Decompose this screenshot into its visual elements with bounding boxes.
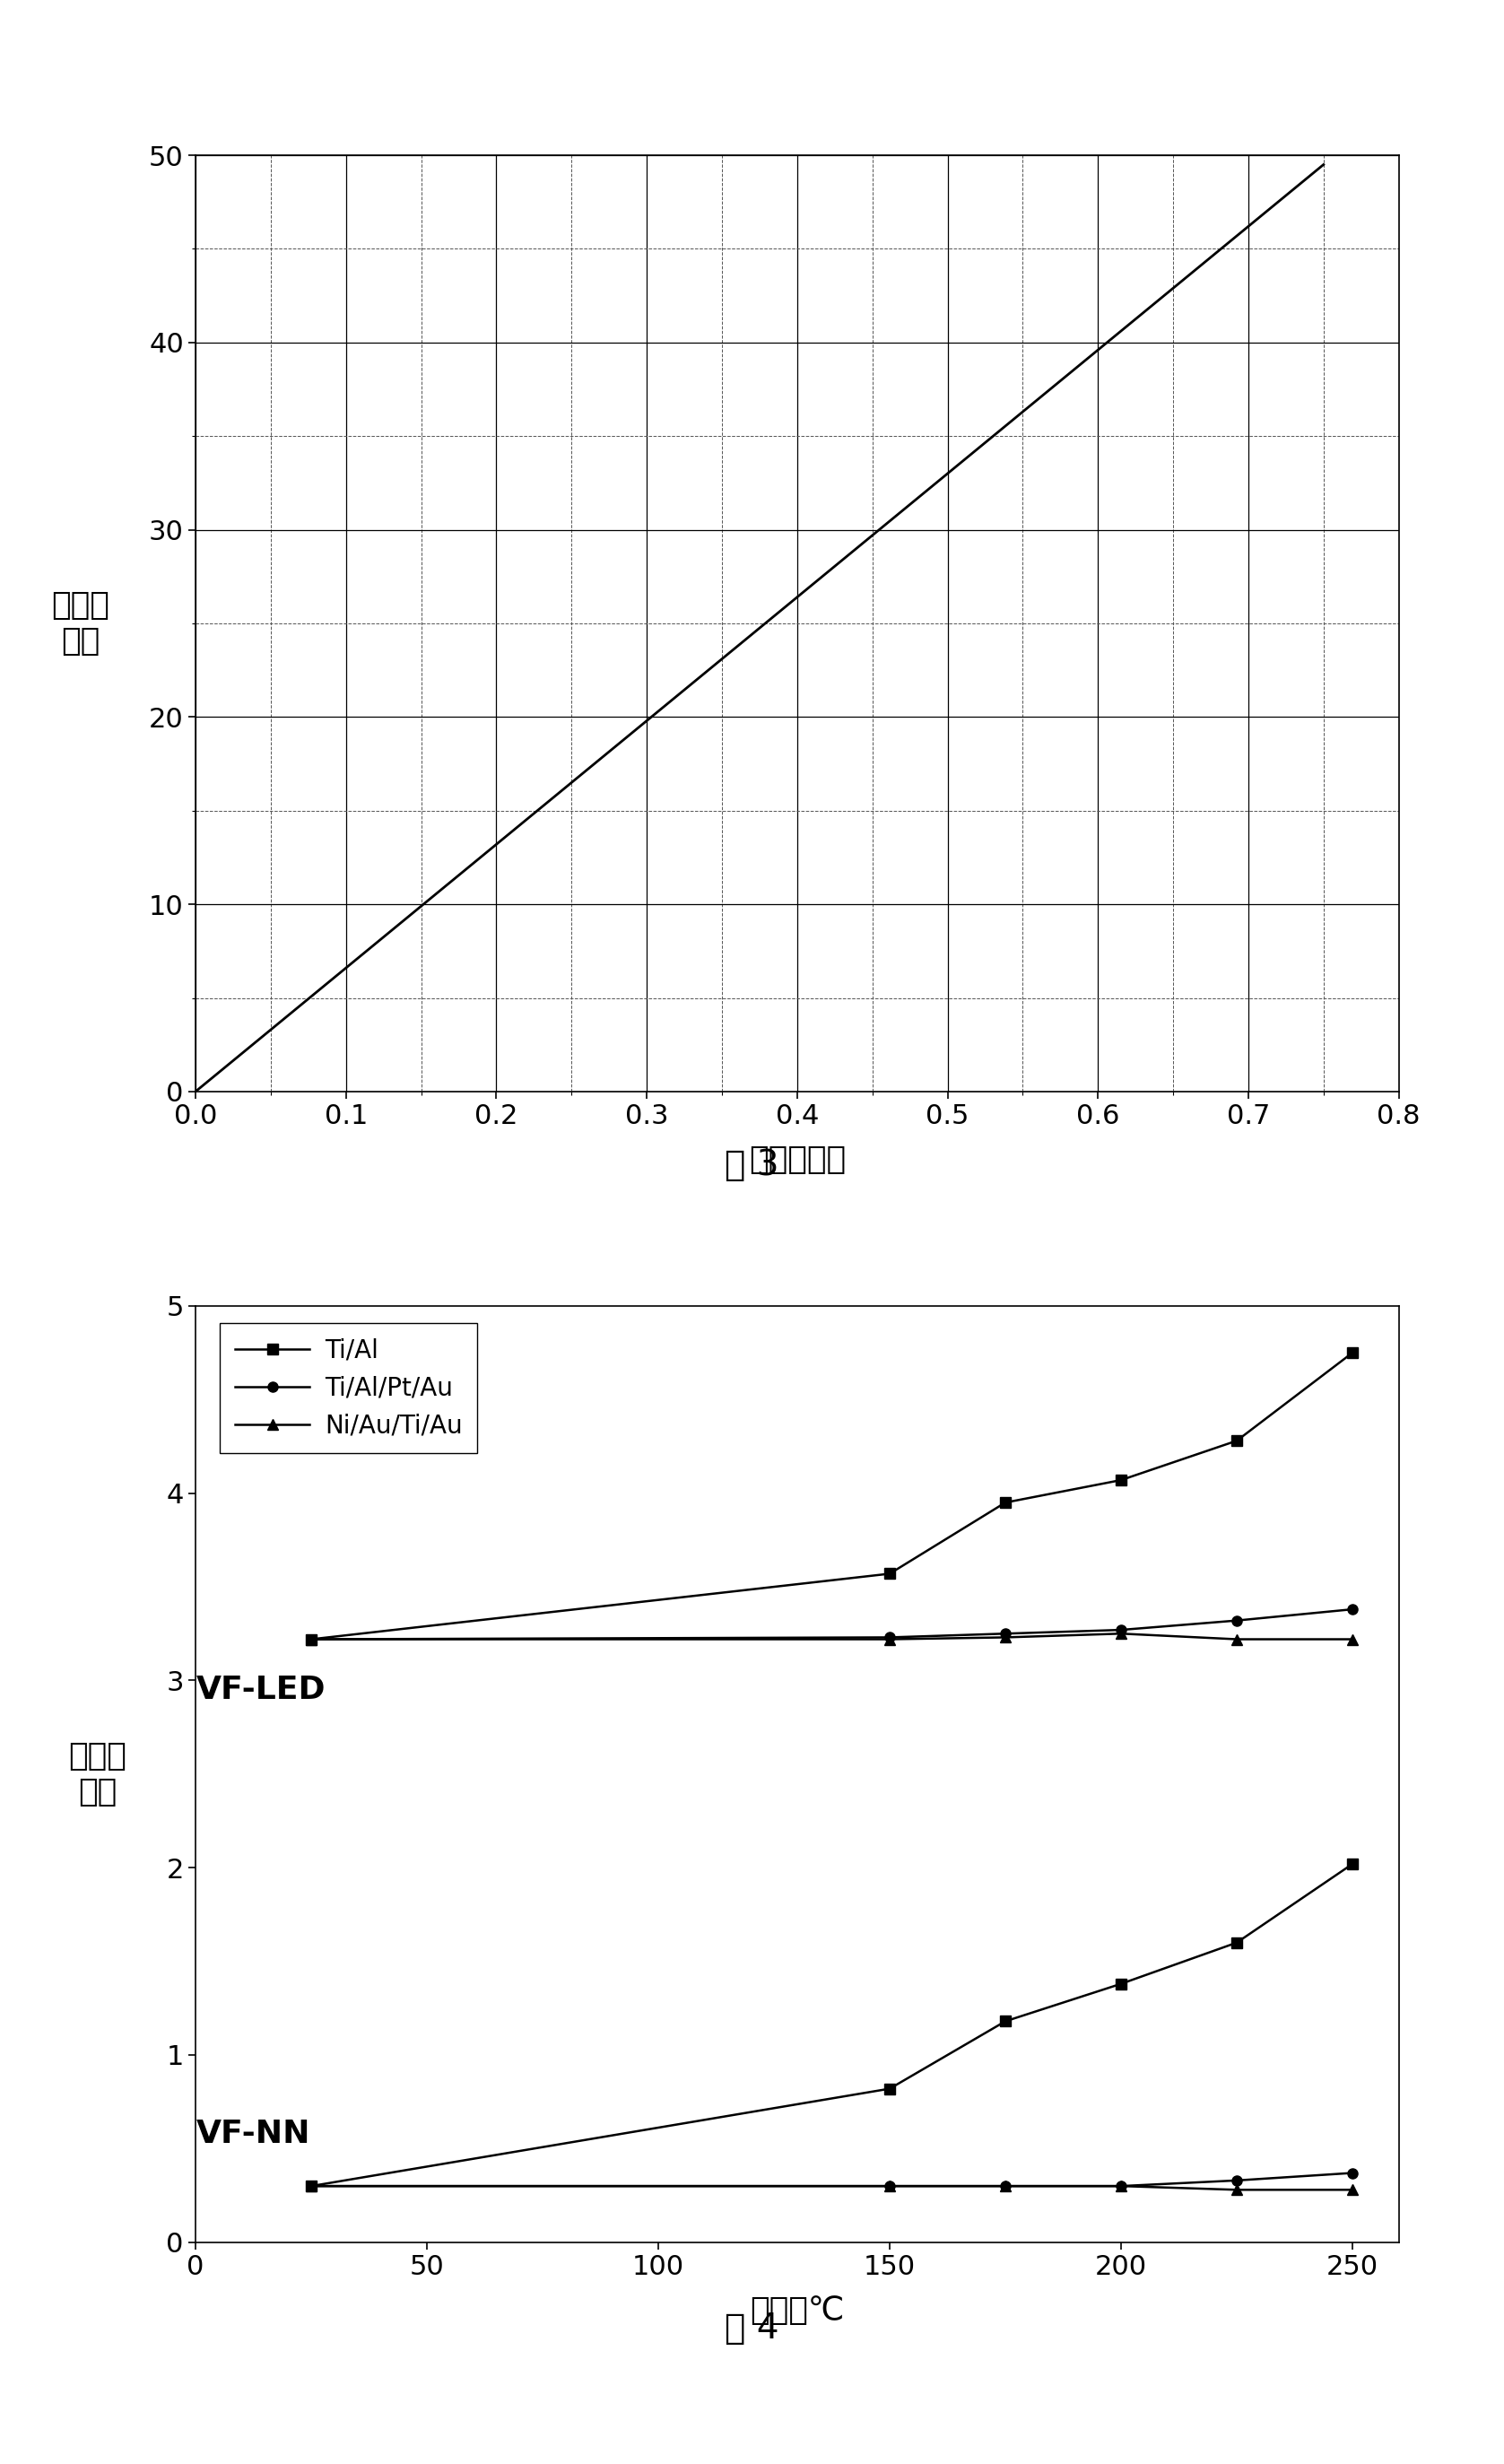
Line: Ti/Al: Ti/Al bbox=[307, 1348, 1358, 1643]
Ni/Au/Ti/Au bbox=[1227, 1624, 1245, 1653]
Ti/Al bbox=[1111, 1466, 1130, 1496]
Ti/Al/Pt/Au bbox=[881, 1624, 899, 1653]
Ni/Au/Ti/Au bbox=[881, 1624, 899, 1653]
Y-axis label: 电压：
伏特: 电压： 伏特 bbox=[69, 1742, 126, 1806]
Legend: Ti/Al, Ti/Al/Pt/Au, Ni/Au/Ti/Au: Ti/Al, Ti/Al/Pt/Au, Ni/Au/Ti/Au bbox=[220, 1323, 477, 1454]
Ti/Al bbox=[1227, 1427, 1245, 1456]
Ni/Au/Ti/Au bbox=[302, 1624, 320, 1653]
Ti/Al/Pt/Au bbox=[1111, 1614, 1130, 1643]
Ni/Au/Ti/Au bbox=[1343, 1624, 1361, 1653]
Text: VF-LED: VF-LED bbox=[197, 1676, 326, 1705]
Ti/Al/Pt/Au bbox=[1343, 1594, 1361, 1624]
Line: Ni/Au/Ti/Au: Ni/Au/Ti/Au bbox=[307, 1629, 1358, 1643]
Text: 图 3: 图 3 bbox=[725, 1148, 779, 1183]
Text: VF-NN: VF-NN bbox=[197, 2119, 311, 2149]
Ni/Au/Ti/Au bbox=[1111, 1619, 1130, 1648]
Ti/Al bbox=[996, 1488, 1014, 1518]
X-axis label: 电压：伏特: 电压：伏特 bbox=[749, 1143, 845, 1175]
Line: Ti/Al/Pt/Au: Ti/Al/Pt/Au bbox=[307, 1604, 1358, 1643]
Ti/Al bbox=[302, 1624, 320, 1653]
Ti/Al bbox=[881, 1560, 899, 1589]
Text: 图 4: 图 4 bbox=[725, 2311, 779, 2346]
Y-axis label: 电流：
毫安: 电流： 毫安 bbox=[51, 591, 110, 655]
Ni/Au/Ti/Au bbox=[996, 1624, 1014, 1653]
Ti/Al/Pt/Au bbox=[1227, 1607, 1245, 1636]
Ti/Al/Pt/Au bbox=[996, 1619, 1014, 1648]
Ti/Al bbox=[1343, 1338, 1361, 1368]
Ti/Al/Pt/Au bbox=[302, 1624, 320, 1653]
X-axis label: 温度：℃: 温度：℃ bbox=[750, 2294, 844, 2326]
